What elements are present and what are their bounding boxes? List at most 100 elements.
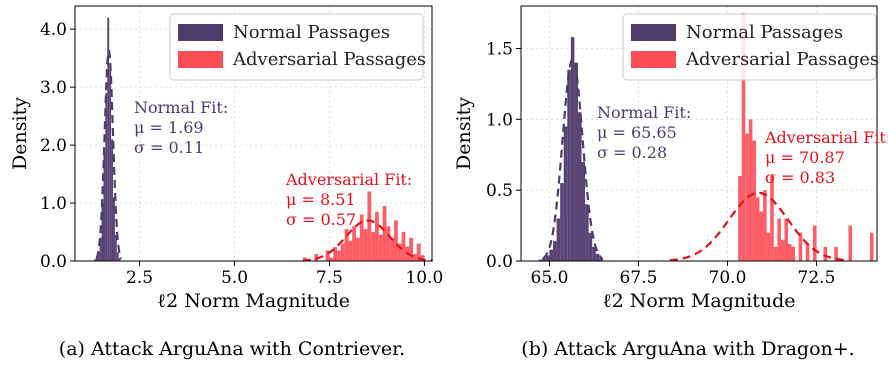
histogram-bar xyxy=(416,243,421,261)
histogram-bar xyxy=(101,203,104,261)
histogram-bar xyxy=(103,150,106,261)
histogram-bar xyxy=(359,214,364,261)
legend-swatch xyxy=(178,51,223,68)
x-tick-label: 72.5 xyxy=(798,268,836,288)
legend-label: Adversarial Passages xyxy=(232,49,426,70)
y-tick-label: 0.0 xyxy=(486,252,513,272)
histogram-bar xyxy=(745,133,749,261)
histogram-bar xyxy=(382,205,387,261)
histogram-bar xyxy=(798,232,803,261)
figure-caption: (b) Attack ArguAna with Dragon+. xyxy=(521,338,854,360)
histogram-bar xyxy=(577,112,582,261)
legend-label: Normal Passages xyxy=(233,22,390,43)
plot-frame xyxy=(520,5,878,262)
fit-sigma: σ = 0.28 xyxy=(597,143,667,162)
histogram-bar xyxy=(567,69,571,261)
y-tick-label: 0.0 xyxy=(40,252,67,272)
histogram-bar xyxy=(337,250,341,261)
histogram-bar xyxy=(581,161,586,261)
y-tick-label: 1.0 xyxy=(486,110,513,130)
x-tick-label: 10.0 xyxy=(405,268,443,288)
histogram-bar xyxy=(93,259,96,261)
x-axis-label: ℓ2 Norm Magnitude xyxy=(157,290,350,312)
histogram-bar xyxy=(784,218,788,261)
figure-caption: (a) Attack ArguAna with Contriever. xyxy=(59,338,405,360)
y-tick-label: 1.5 xyxy=(486,40,513,60)
histogram-bar xyxy=(409,237,414,261)
fit-mu: μ = 1.69 xyxy=(134,118,204,137)
histogram-bar xyxy=(112,197,115,261)
series-normal xyxy=(93,17,121,261)
fit-title: Normal Fit: xyxy=(134,98,228,117)
x-axis-label: ℓ2 Norm Magnitude xyxy=(603,290,796,312)
plot-frame xyxy=(74,5,433,262)
histogram-bar xyxy=(777,218,781,261)
chart-panel-2: 65.0 67.5 70.0 72.5 0.0 0.5 1.0 1.5 ℓ2 Norm Magn… xyxy=(453,5,888,360)
y-tick-label: 2.0 xyxy=(40,136,67,156)
fit-annotation-normal: Normal Fit:μ = 65.65σ = 0.28 xyxy=(597,103,691,162)
fit-title: Adversarial Fit: xyxy=(285,170,412,189)
series-normal xyxy=(538,37,603,262)
histogram-bar xyxy=(105,92,108,261)
histogram-bar xyxy=(574,62,578,261)
legend: Normal Passages Adversarial Passages xyxy=(169,13,426,81)
histogram-bar xyxy=(420,255,425,261)
fit-mu: μ = 65.65 xyxy=(597,123,677,142)
fit-sigma: σ = 0.11 xyxy=(134,138,204,157)
legend-swatch xyxy=(178,24,223,41)
histogram-bar xyxy=(401,232,406,261)
fit-annotation-adversarial: Adversarial Fit:μ = 8.51σ = 0.57 xyxy=(285,170,412,229)
histogram-bar xyxy=(759,211,764,261)
histogram-bar xyxy=(773,246,778,261)
y-axis-label: Density xyxy=(9,97,31,170)
histogram-bar xyxy=(329,257,334,261)
histogram-bar xyxy=(390,237,395,261)
histogram-bar xyxy=(570,37,575,261)
histogram-bar xyxy=(97,252,100,261)
histogram-bar xyxy=(549,249,554,261)
histogram-bar xyxy=(348,240,353,261)
series-adversarial xyxy=(738,13,874,262)
fit-curve-normal xyxy=(542,57,604,260)
fit-mu: μ = 70.87 xyxy=(765,148,845,167)
chart-panel-1: 2.5 5.0 7.5 10.0 0.0 1.0 2.0 3.0 4.0 ℓ2 Norm Magn… xyxy=(9,5,443,360)
histogram-bar xyxy=(788,244,792,261)
fit-sigma: σ = 0.57 xyxy=(286,210,356,229)
histogram-bar xyxy=(95,257,98,261)
histogram-bar xyxy=(375,211,379,261)
histogram-bar xyxy=(752,140,756,261)
histogram-bar xyxy=(766,232,771,261)
fit-curve-adversarial xyxy=(669,191,848,262)
histogram-bar xyxy=(367,191,372,261)
histogram-bar xyxy=(741,13,746,262)
legend-box xyxy=(169,13,424,81)
histogram-bar xyxy=(592,246,596,261)
histogram-bar xyxy=(116,252,119,261)
fit-title: Normal Fit: xyxy=(597,103,691,122)
fit-mu: μ = 8.51 xyxy=(286,190,356,209)
legend-label: Adversarial Passages xyxy=(685,49,879,70)
histogram-bar xyxy=(585,204,589,261)
histogram-bar xyxy=(805,244,810,261)
histogram-bar xyxy=(325,250,330,261)
histogram-bar xyxy=(386,226,391,261)
fit-sigma: σ = 0.83 xyxy=(765,168,835,187)
x-tick-label: 5.0 xyxy=(221,268,248,288)
legend-swatch xyxy=(631,51,676,68)
x-tick-label: 65.0 xyxy=(531,268,569,288)
y-tick-label: 1.0 xyxy=(40,194,67,214)
histogram-bar xyxy=(553,241,557,261)
histogram-bar xyxy=(413,254,417,261)
histogram-bar xyxy=(823,246,828,261)
histogram-bar xyxy=(538,259,543,261)
histogram-bar xyxy=(869,232,874,261)
legend-label: Normal Passages xyxy=(686,22,843,43)
histogram-bar xyxy=(333,247,338,261)
y-tick-label: 3.0 xyxy=(40,78,67,98)
histogram-bar xyxy=(763,190,767,261)
x-tick-label: 67.5 xyxy=(620,268,658,288)
histogram-bar xyxy=(378,234,383,261)
histogram-bar xyxy=(834,246,838,261)
legend: Normal Passages Adversarial Passages xyxy=(622,13,879,81)
